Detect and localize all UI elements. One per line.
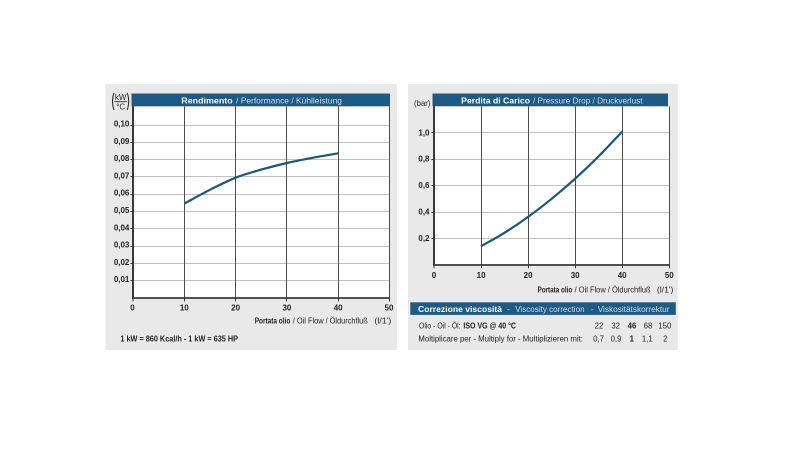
svg-text:1,1: 1,1: [642, 334, 653, 343]
svg-text:46: 46: [628, 321, 637, 330]
svg-text:1: 1: [630, 334, 635, 343]
svg-text:150: 150: [658, 321, 672, 330]
svg-text:32: 32: [611, 321, 620, 330]
svg-text:0,09: 0,09: [114, 137, 130, 146]
svg-text:50: 50: [665, 271, 674, 280]
svg-text:Correzione viscosità: Correzione viscosità: [418, 304, 502, 314]
svg-text:0,08: 0,08: [114, 154, 130, 163]
svg-text:Portata olio: Portata olio: [538, 286, 573, 295]
svg-text:/ Pressure Drop / Druckverlust: / Pressure Drop / Druckverlust: [533, 96, 643, 106]
svg-text:/ Oil Flow / Öldurchfluß: / Oil Flow / Öldurchfluß: [575, 286, 651, 295]
svg-text:Perdita di Carico: Perdita di Carico: [461, 96, 530, 106]
svg-text:0,6: 0,6: [418, 181, 430, 190]
svg-text:(l/1'): (l/1'): [374, 317, 391, 326]
svg-text:(bar): (bar): [414, 99, 431, 108]
svg-text:20: 20: [524, 271, 533, 280]
svg-text:30: 30: [282, 304, 291, 313]
svg-text:1,0: 1,0: [418, 128, 430, 137]
svg-text:20: 20: [231, 304, 240, 313]
svg-text:/ Oil Flow / Öldurchfluß: / Oil Flow / Öldurchfluß: [293, 317, 368, 326]
svg-text:Olio - Oil - Öl:: Olio - Oil - Öl:: [419, 321, 461, 330]
svg-text:0,02: 0,02: [114, 258, 130, 267]
svg-text:68: 68: [644, 321, 653, 330]
svg-text:0,03: 0,03: [114, 241, 130, 250]
svg-text:-: -: [507, 304, 510, 314]
svg-text:40: 40: [334, 304, 343, 313]
svg-text:Viscosity correction: Viscosity correction: [515, 304, 585, 314]
svg-text:0,04: 0,04: [114, 223, 130, 232]
svg-text:/ Performance / Kühlleistung: / Performance / Kühlleistung: [236, 96, 342, 106]
svg-text:-: -: [591, 304, 594, 314]
svg-text:0,4: 0,4: [418, 208, 430, 217]
svg-text:40: 40: [618, 271, 627, 280]
svg-text:Portata olio: Portata olio: [255, 317, 291, 326]
svg-text:0: 0: [130, 304, 135, 313]
svg-text:0,7: 0,7: [593, 334, 604, 343]
svg-text:2: 2: [663, 334, 667, 343]
svg-text:30: 30: [571, 271, 580, 280]
svg-text:22: 22: [595, 321, 604, 330]
svg-text:0,10: 0,10: [114, 120, 130, 129]
svg-text:0,8: 0,8: [418, 155, 430, 164]
svg-text:ISO VG @ 40 °C: ISO VG @ 40 °C: [463, 321, 516, 330]
svg-text:Rendimento: Rendimento: [181, 96, 232, 106]
svg-text:0,9: 0,9: [611, 334, 622, 343]
svg-text:0,05: 0,05: [114, 206, 130, 215]
svg-text:0,07: 0,07: [114, 171, 130, 180]
svg-text:1 kW = 860 Kcal/h - 1 kW = 63: 1 kW = 860 Kcal/h - 1 kW = 635 HP: [120, 335, 238, 344]
svg-text:10: 10: [180, 304, 189, 313]
svg-text:°C: °C: [116, 103, 125, 112]
svg-text:(l/1'): (l/1'): [657, 286, 674, 295]
svg-text:kW: kW: [115, 93, 127, 102]
svg-text:0,06: 0,06: [114, 189, 130, 198]
svg-text:0,01: 0,01: [114, 275, 130, 284]
svg-text:0: 0: [432, 271, 437, 280]
svg-text:0,2: 0,2: [418, 234, 430, 243]
svg-text:Viskositätskorrektur: Viskositätskorrektur: [598, 304, 670, 314]
svg-text:Moltiplicare per - Multiply fo: Moltiplicare per - Multiply for - Multip…: [418, 334, 583, 343]
svg-text:50: 50: [385, 304, 394, 313]
svg-text:10: 10: [477, 271, 486, 280]
